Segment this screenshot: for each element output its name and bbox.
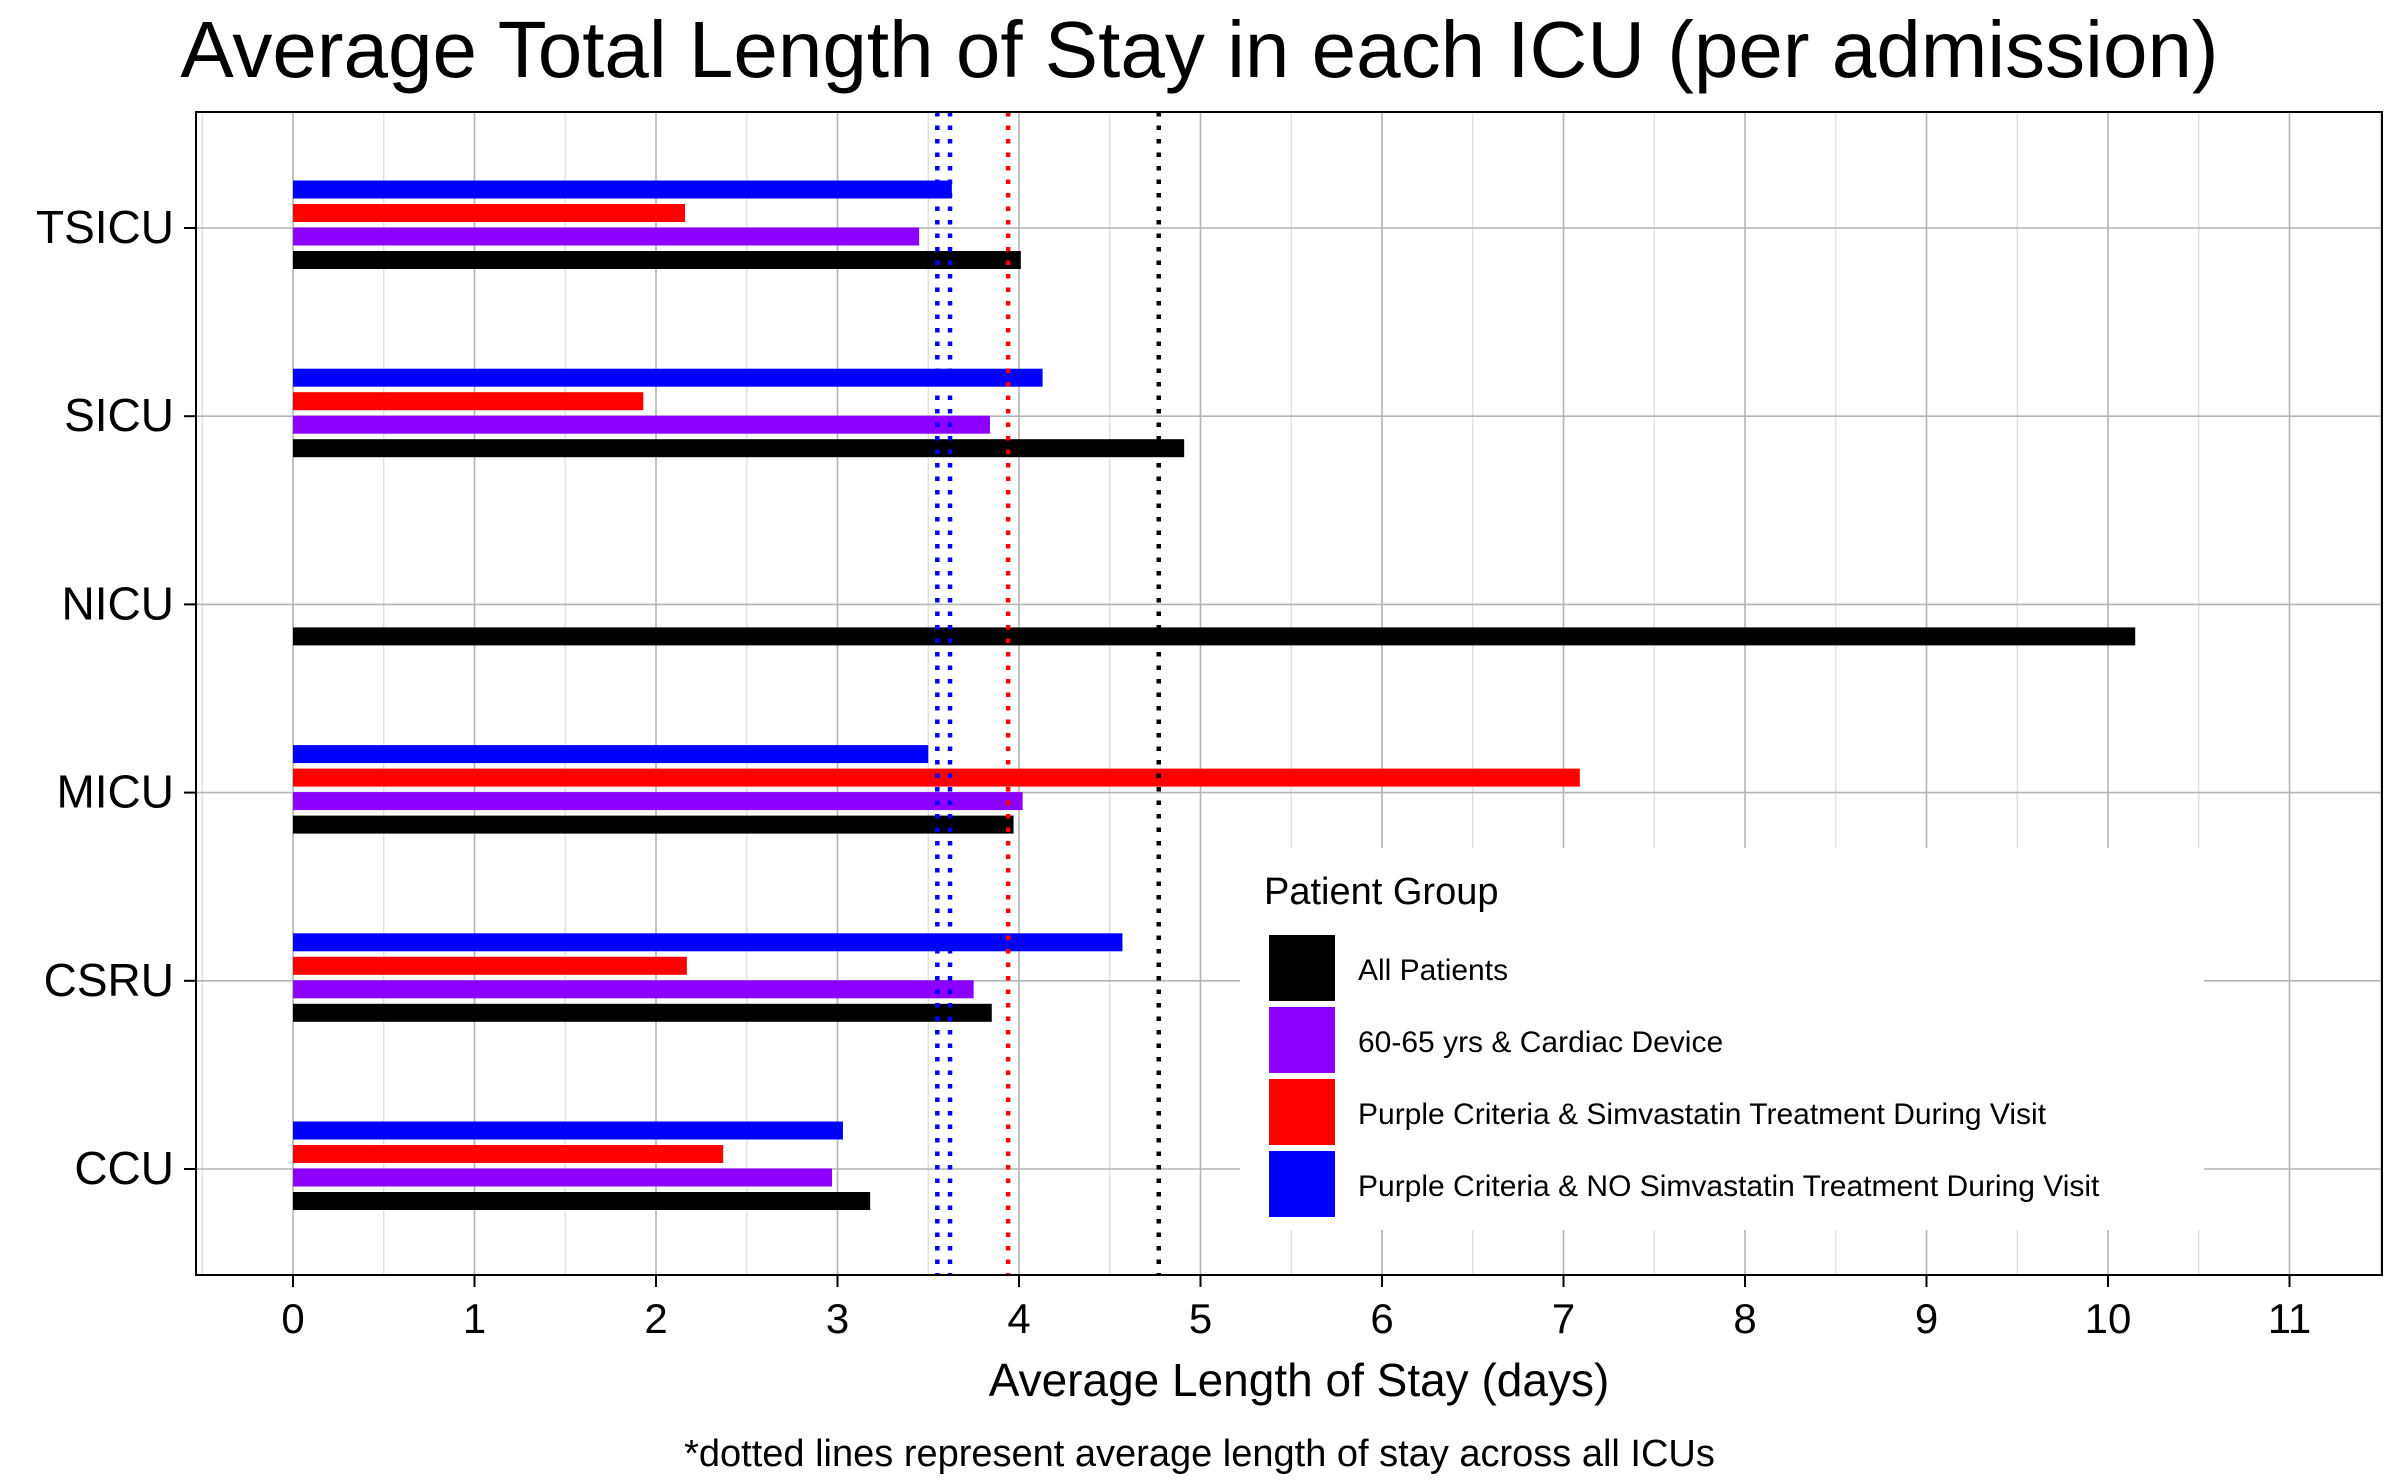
bar-sicu-purple-criteria-no-simvastatin-treatment-during-visit (293, 368, 1043, 387)
bar-ccu-60-65-yrs-cardiac-device (293, 1168, 833, 1187)
y-tick-label-tsicu: TSICU (36, 201, 174, 253)
legend-label-purple-criteria-no-simvastatin-treatment-during-visit: Purple Criteria & NO Simvastatin Treatme… (1358, 1170, 2100, 1203)
y-tick-label-csru: CSRU (44, 954, 174, 1006)
x-tick-label: 5 (1189, 1295, 1212, 1342)
bar-sicu-purple-criteria-simvastatin-treatment-during-visit (293, 392, 644, 411)
x-tick-label: 6 (1370, 1295, 1393, 1342)
x-tick-label: 4 (1007, 1295, 1030, 1342)
bar-tsicu-purple-criteria-simvastatin-treatment-during-visit (293, 204, 686, 222)
legend-label-all-patients: All Patients (1358, 954, 1508, 987)
reference-lines (935, 112, 1162, 1275)
y-tick-label-sicu: SICU (64, 389, 174, 441)
bar-ccu-purple-criteria-simvastatin-treatment-during-visit (293, 1145, 724, 1163)
bar-micu-all-patients (293, 815, 1014, 834)
legend-label-purple-criteria-simvastatin-treatment-during-visit: Purple Criteria & Simvastatin Treatment … (1358, 1098, 2047, 1131)
bar-tsicu-all-patients (293, 251, 1021, 269)
y-tick-label-ccu: CCU (74, 1142, 174, 1194)
bar-csru-60-65-yrs-cardiac-device (293, 980, 974, 999)
legend-title: Patient Group (1264, 871, 1498, 913)
legend-key-purple-criteria-simvastatin-treatment-during-visit (1267, 1077, 1337, 1147)
bar-csru-purple-criteria-simvastatin-treatment-during-visit (293, 956, 687, 975)
bar-sicu-all-patients (293, 439, 1185, 458)
bar-micu-60-65-yrs-cardiac-device (293, 792, 1023, 811)
bars (293, 180, 2136, 1210)
chart-title: Average Total Length of Stay in each ICU… (180, 5, 2219, 94)
bar-ccu-purple-criteria-no-simvastatin-treatment-during-visit (293, 1121, 843, 1140)
legend-key-all-patients (1267, 933, 1337, 1003)
bar-sicu-60-65-yrs-cardiac-device (293, 415, 990, 434)
axes: 0 1 2 3 4 5 6 7 8 9 10 11 TSICU SICU NICU MICU CSRU CCU (36, 201, 2311, 1342)
x-tick-label: 7 (1552, 1295, 1575, 1342)
bar-micu-purple-criteria-no-simvastatin-treatment-during-visit (293, 745, 929, 764)
bar-ccu-all-patients (293, 1192, 871, 1210)
x-tick-label: 0 (281, 1295, 304, 1342)
legend-background (1240, 848, 2204, 1230)
x-tick-label: 11 (2268, 1295, 2312, 1342)
chart-footnote: *dotted lines represent average length o… (684, 1433, 1715, 1475)
legend-key-purple-criteria-no-simvastatin-treatment-during-visit (1267, 1149, 1337, 1219)
legend-label-60-65-yrs-cardiac-device: 60-65 yrs & Cardiac Device (1358, 1026, 1723, 1059)
legend: Patient Group All Patients 60-65 yrs & Car… (1240, 848, 2204, 1230)
x-tick-label: 3 (826, 1295, 849, 1342)
x-tick-label: 1 (463, 1295, 486, 1342)
x-tick-label: 8 (1733, 1295, 1756, 1342)
bar-nicu-all-patients (293, 627, 2136, 646)
bar-csru-purple-criteria-no-simvastatin-treatment-during-visit (293, 933, 1123, 952)
x-tick-label: 10 (2085, 1295, 2132, 1342)
bar-tsicu-60-65-yrs-cardiac-device (293, 227, 920, 246)
x-axis-label: Average Length of Stay (days) (989, 1354, 1610, 1406)
panel-border (195, 111, 2383, 1276)
y-tick-label-nicu: NICU (62, 577, 174, 629)
bar-csru-all-patients (293, 1003, 992, 1022)
bar-tsicu-purple-criteria-no-simvastatin-treatment-during-visit (293, 180, 952, 199)
legend-key-60-65-yrs-cardiac-device (1267, 1005, 1337, 1075)
x-tick-label: 2 (644, 1295, 667, 1342)
y-tick-label-micu: MICU (56, 766, 174, 818)
x-tick-label: 9 (1915, 1295, 1938, 1342)
